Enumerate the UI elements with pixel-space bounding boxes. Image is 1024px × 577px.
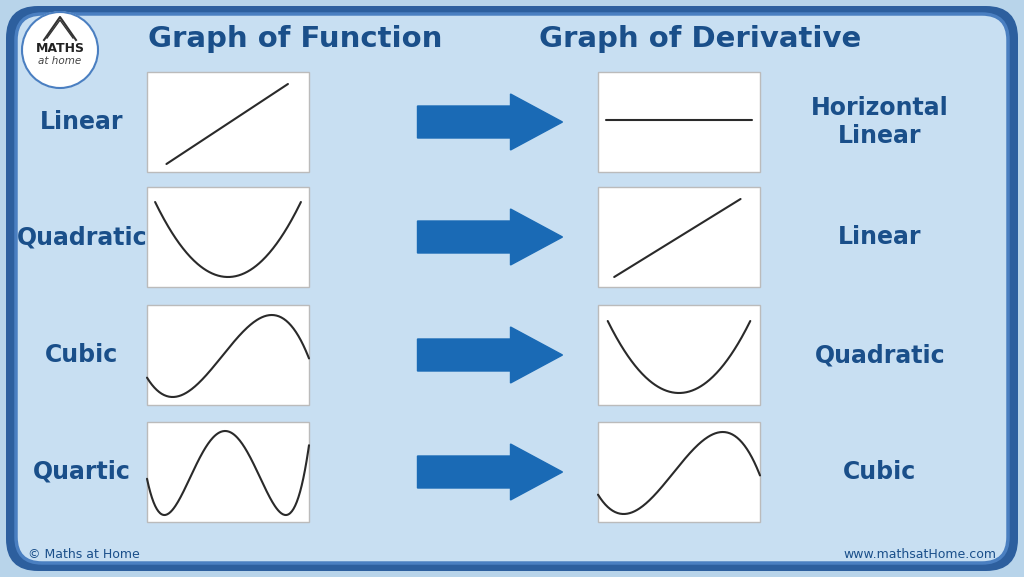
FancyBboxPatch shape [16, 14, 1008, 563]
FancyArrow shape [418, 94, 562, 150]
FancyArrow shape [418, 209, 562, 265]
FancyBboxPatch shape [147, 187, 309, 287]
FancyBboxPatch shape [598, 72, 760, 172]
Text: Graph of Derivative: Graph of Derivative [539, 25, 861, 53]
FancyBboxPatch shape [147, 422, 309, 522]
Text: Quadratic: Quadratic [815, 343, 945, 367]
FancyArrow shape [418, 327, 562, 383]
FancyBboxPatch shape [147, 72, 309, 172]
Text: Quadratic: Quadratic [16, 225, 147, 249]
Text: at home: at home [38, 56, 82, 66]
Text: Horizontal
Linear: Horizontal Linear [811, 96, 949, 148]
Text: Linear: Linear [839, 225, 922, 249]
FancyBboxPatch shape [598, 187, 760, 287]
Text: Quartic: Quartic [33, 460, 131, 484]
FancyBboxPatch shape [598, 305, 760, 405]
Circle shape [22, 12, 98, 88]
FancyBboxPatch shape [598, 422, 760, 522]
Text: Graph of Function: Graph of Function [147, 25, 442, 53]
Text: Linear: Linear [40, 110, 124, 134]
FancyBboxPatch shape [147, 305, 309, 405]
FancyBboxPatch shape [6, 6, 1018, 571]
Text: Cubic: Cubic [844, 460, 916, 484]
Text: © Maths at Home: © Maths at Home [28, 549, 139, 561]
Text: www.mathsatHome.com: www.mathsatHome.com [843, 549, 996, 561]
Text: MATHS: MATHS [36, 42, 85, 54]
FancyArrow shape [418, 444, 562, 500]
Text: Cubic: Cubic [45, 343, 119, 367]
